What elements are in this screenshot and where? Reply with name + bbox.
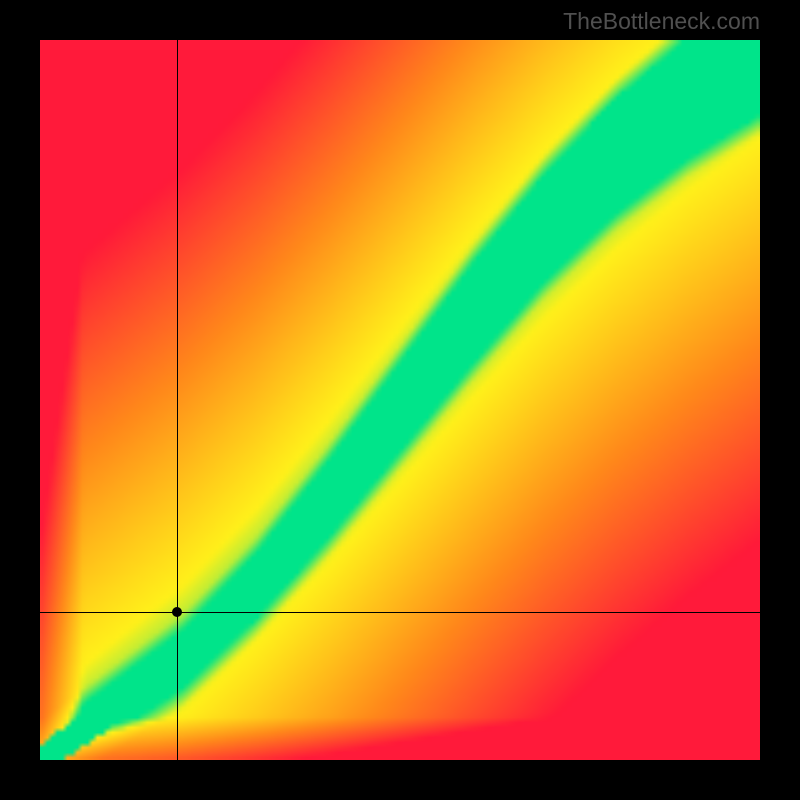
crosshair-point [172,607,182,617]
watermark: TheBottleneck.com [563,8,760,35]
heatmap-canvas [40,40,760,760]
bottleneck-heatmap [40,40,760,760]
crosshair-horizontal [40,612,760,613]
crosshair-vertical [177,40,178,760]
